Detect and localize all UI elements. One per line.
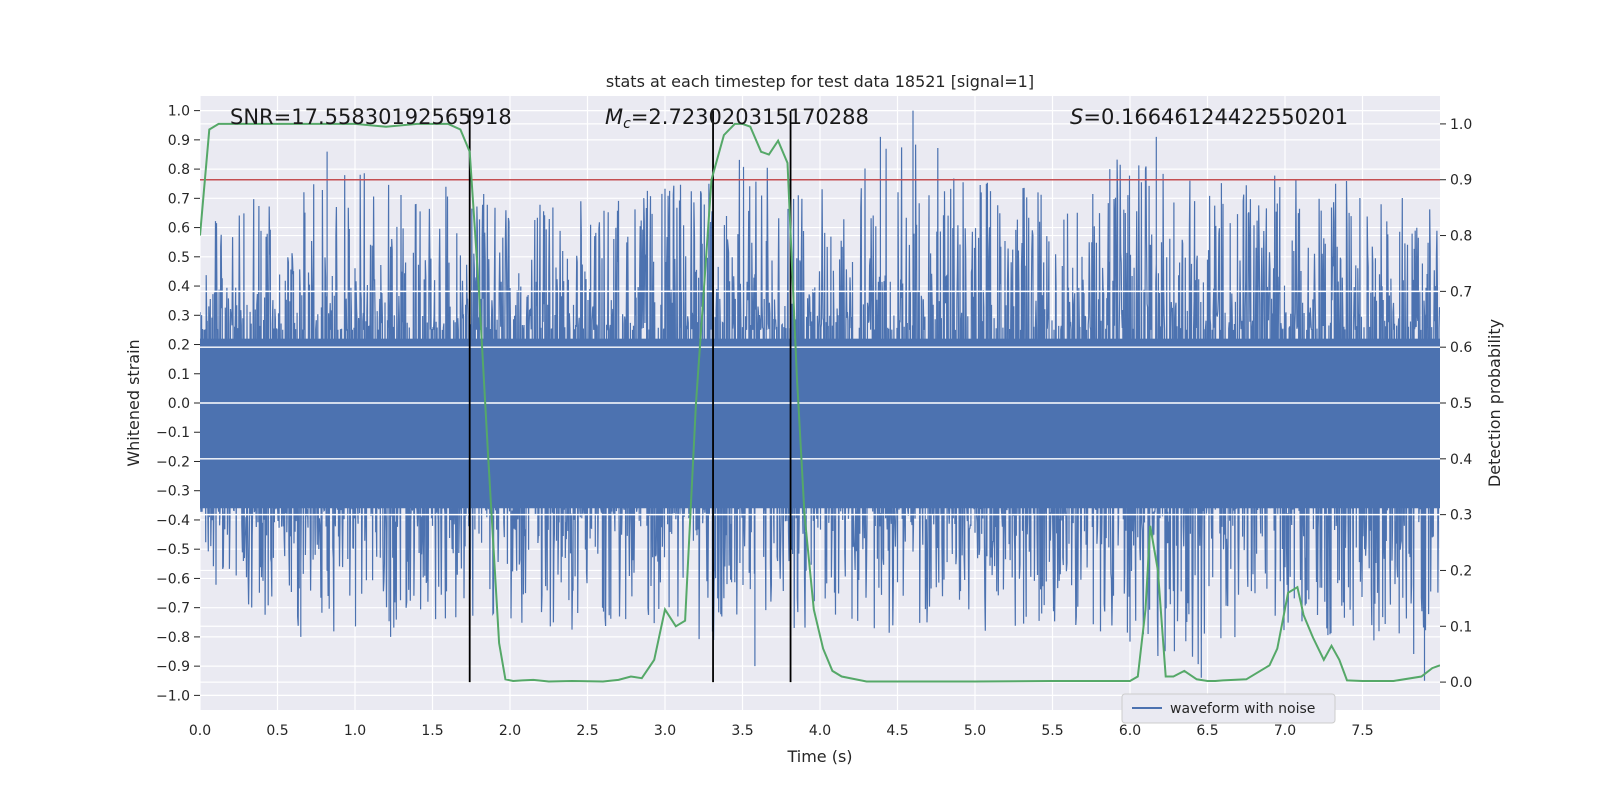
chirp-mass-value: =2.723020315170288 — [631, 105, 869, 129]
y-right-tick-label: 0.5 — [1450, 396, 1472, 412]
s-annotation: S=0.16646124422550201 — [1070, 105, 1348, 129]
snr-annotation: SNR=17.55830192565918 — [230, 105, 512, 129]
x-tick-label: 7.5 — [1351, 723, 1373, 739]
y-tick-label: −0.5 — [156, 542, 190, 558]
y-right-tick-label: 0.0 — [1450, 675, 1472, 691]
y-tick-label: −0.2 — [156, 454, 190, 470]
s-symbol: S — [1070, 105, 1083, 129]
y-tick-label: 0.2 — [168, 338, 190, 354]
y-tick-label: −0.9 — [156, 659, 190, 675]
x-tick-label: 3.5 — [731, 723, 753, 739]
y-right-tick-label: 0.9 — [1450, 173, 1472, 189]
x-tick-label: 7.0 — [1274, 723, 1296, 739]
chart-title: stats at each timestep for test data 185… — [606, 72, 1034, 91]
y-tick-label: 0.0 — [168, 396, 190, 412]
x-axis-ticks: 0.0 0.5 1.0 1.5 2.0 2.5 3.0 3.5 4.0 4.5 5.0 5.5 6.0 6… — [189, 723, 1374, 739]
chirp-mass-symbol: M — [605, 105, 623, 129]
x-tick-label: 2.0 — [499, 723, 521, 739]
y-tick-label: 0.8 — [168, 162, 190, 178]
y-tick-label: 0.6 — [168, 221, 190, 237]
x-tick-label: 1.0 — [344, 723, 366, 739]
x-tick-label: 0.0 — [189, 723, 211, 739]
y-right-axis-label: Detection probability — [1485, 319, 1504, 487]
grid-lines-overlay — [200, 290, 1440, 516]
y-tick-label: −0.1 — [156, 425, 190, 441]
y-tick-label: 0.3 — [168, 308, 190, 324]
legend: waveform with noise — [1121, 693, 1336, 724]
y-tick-label: −0.7 — [156, 601, 190, 617]
y-right-tick-label: 0.7 — [1450, 284, 1472, 300]
y-right-tick-label: 1.0 — [1450, 117, 1472, 133]
y-tick-label: −0.4 — [156, 513, 190, 529]
y-right-tick-label: 0.3 — [1450, 508, 1472, 524]
y-right-tick-label: 0.6 — [1450, 340, 1472, 356]
detection-probability-series — [200, 122, 1440, 683]
y-tick-label: 1.0 — [168, 104, 190, 120]
y-tick-label: −0.8 — [156, 630, 190, 646]
y-right-tick-label: 0.1 — [1450, 619, 1472, 635]
right-y-axis-ticks: 0.0 0.1 0.2 0.3 0.4 0.5 0.6 0.7 0.8 0.9 1.0 — [1440, 117, 1472, 691]
x-tick-label: 4.0 — [809, 723, 831, 739]
y-tick-label: −1.0 — [156, 688, 190, 704]
y-tick-label: 0.7 — [168, 191, 190, 207]
x-axis-label: Time (s) — [786, 747, 852, 766]
legend-box — [1121, 693, 1336, 724]
x-tick-label: 3.0 — [654, 723, 676, 739]
x-tick-label: 4.5 — [886, 723, 908, 739]
x-tick-label: 5.0 — [964, 723, 986, 739]
x-tick-label: 2.5 — [576, 723, 598, 739]
y-axis-label: Whitened strain — [124, 339, 143, 466]
y-axis-ticks: −1.0 −0.9 −0.8 −0.7 −0.6 −0.5 −0.4 −0.3 −0.2 −0.1… — [156, 104, 200, 704]
x-tick-label: 6.5 — [1196, 723, 1218, 739]
waveform-dense-band — [200, 338, 1440, 509]
y-right-tick-label: 0.4 — [1450, 452, 1472, 468]
s-value: =0.16646124422550201 — [1083, 105, 1348, 129]
x-tick-label: 5.5 — [1041, 723, 1063, 739]
x-tick-label: 6.0 — [1119, 723, 1141, 739]
chirp-mass-subscript: c — [623, 116, 631, 132]
y-tick-label: −0.6 — [156, 571, 190, 587]
y-tick-label: −0.3 — [156, 484, 190, 500]
y-tick-label: 0.4 — [168, 279, 190, 295]
y-right-tick-label: 0.2 — [1450, 563, 1472, 579]
waveform-series — [200, 110, 1440, 681]
y-tick-label: 0.9 — [168, 133, 190, 149]
chirp-mass-annotation: Mc=2.723020315170288 — [605, 105, 869, 132]
legend-label: waveform with noise — [1170, 701, 1315, 717]
y-tick-label: 0.1 — [168, 367, 190, 383]
y-tick-label: 0.5 — [168, 250, 190, 266]
x-tick-label: 0.5 — [266, 723, 288, 739]
x-tick-label: 1.5 — [421, 723, 443, 739]
y-right-tick-label: 0.8 — [1450, 229, 1472, 245]
vertical-markers — [468, 110, 792, 683]
